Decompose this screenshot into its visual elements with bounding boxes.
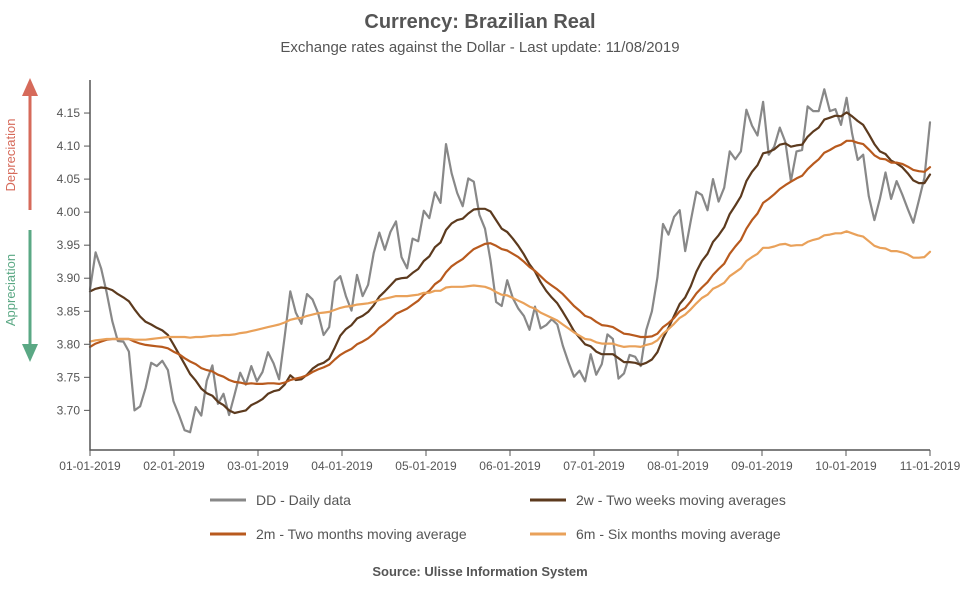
y-tick-label: 3.70 <box>57 403 81 417</box>
x-tick-label: 06-01-2019 <box>479 459 541 473</box>
appreciation-label: Appreciation <box>3 254 18 326</box>
chart-title: Currency: Brazilian Real <box>364 11 595 33</box>
legend-label-2m: 2m - Two months moving average <box>256 526 467 542</box>
axes: 3.70 3.75 3.80 3.85 3.90 3.95 4.00 4.05 4.10 4.15… <box>57 80 960 473</box>
chart-svg: Currency: Brazilian Real Exchange rates … <box>0 0 960 600</box>
y-tick-label: 3.85 <box>57 304 81 318</box>
x-tick-label: 09-01-2019 <box>731 459 793 473</box>
exchange-rate-chart: Currency: Brazilian Real Exchange rates … <box>0 0 960 600</box>
legend-label-dd: DD - Daily data <box>256 492 351 508</box>
x-tick-label: 08-01-2019 <box>647 459 709 473</box>
y-tick-label: 4.10 <box>57 139 81 153</box>
x-tick-label: 05-01-2019 <box>395 459 457 473</box>
x-tick-label: 07-01-2019 <box>563 459 625 473</box>
x-tick-label: 02-01-2019 <box>143 459 205 473</box>
x-tick-label: 11-01-2019 <box>900 459 960 473</box>
y-tick-label: 4.00 <box>57 205 81 219</box>
y-tick-label: 3.80 <box>57 337 81 351</box>
series-2w <box>90 112 930 413</box>
series-2m <box>90 141 930 384</box>
x-tick-label: 03-01-2019 <box>227 459 289 473</box>
source-text: Source: Ulisse Information System <box>372 564 587 579</box>
y-tick-label: 3.95 <box>57 238 81 252</box>
legend: DD - Daily data 2w - Two weeks moving ave… <box>210 492 786 542</box>
x-tick-label: 01-01-2019 <box>59 459 121 473</box>
legend-label-2w: 2w - Two weeks moving averages <box>576 492 786 508</box>
x-tick-label: 10-01-2019 <box>815 459 877 473</box>
y-tick-label: 3.75 <box>57 370 81 384</box>
y-tick-label: 4.15 <box>57 106 81 120</box>
chart-subtitle: Exchange rates against the Dollar - Last… <box>280 39 679 56</box>
depreciation-label: Depreciation <box>3 119 18 192</box>
y-tick-label: 4.05 <box>57 172 81 186</box>
legend-label-6m: 6m - Six months moving average <box>576 526 781 542</box>
plot-area <box>90 89 930 432</box>
x-tick-label: 04-01-2019 <box>311 459 373 473</box>
y-tick-label: 3.90 <box>57 271 81 285</box>
appreciation-indicator: Appreciation <box>3 230 38 362</box>
depreciation-indicator: Depreciation <box>3 78 38 210</box>
